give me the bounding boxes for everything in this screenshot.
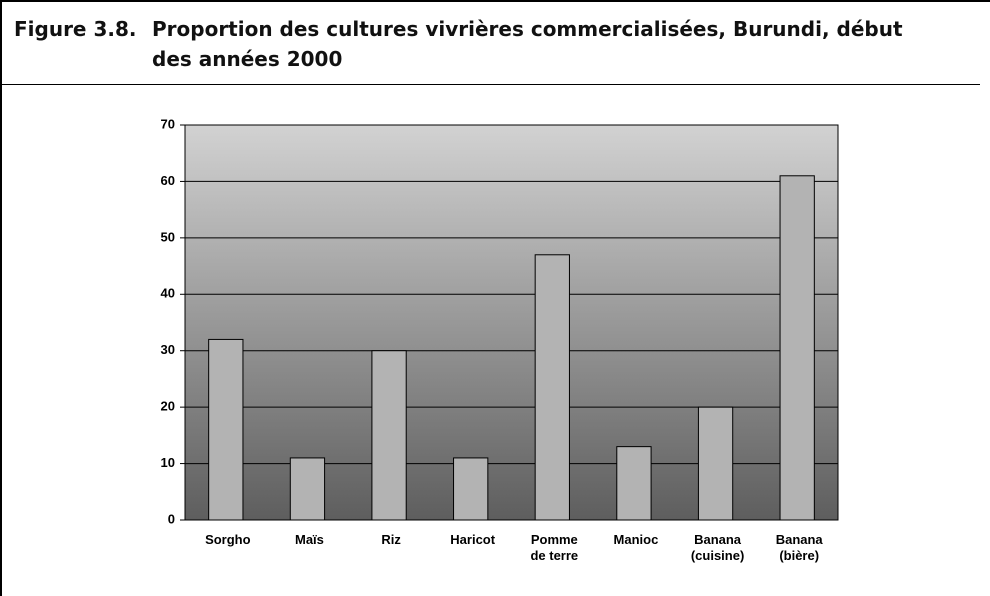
title-rule	[2, 84, 980, 85]
y-tick-label: 20	[161, 399, 175, 414]
bar	[208, 338, 244, 521]
y-tick-label: 70	[161, 116, 175, 131]
y-tick-label: 40	[161, 286, 175, 301]
bar	[371, 350, 407, 521]
x-tick-label: Banana (bière)	[775, 532, 823, 563]
x-tick-label: Banana (cuisine)	[690, 532, 745, 563]
x-tick-label: Sorgho	[205, 532, 251, 547]
bar	[289, 457, 326, 521]
y-tick-label: 0	[168, 511, 175, 526]
x-tick-label: Manioc	[613, 532, 659, 547]
y-tick-label: 60	[161, 173, 175, 188]
bar	[616, 446, 652, 521]
bar	[779, 175, 815, 521]
x-tick-label: Riz	[381, 532, 401, 547]
x-tick-label: Pomme de terre	[530, 532, 579, 563]
bar	[534, 254, 570, 521]
y-tick-label: 50	[161, 229, 175, 244]
figure-title: Figure 3.8. Proportion des cultures vivr…	[14, 14, 914, 74]
plot-area	[184, 124, 839, 521]
y-tick-label: 30	[161, 342, 175, 357]
bar	[697, 406, 734, 521]
x-tick-label: Haricot	[450, 532, 496, 547]
x-tick-label: Maïs	[294, 532, 324, 547]
y-tick-label: 10	[161, 455, 175, 470]
bar	[453, 457, 489, 521]
figure-label: Figure 3.8.	[14, 17, 137, 41]
chart-title: Proportion des cultures vivrières commer…	[152, 17, 903, 71]
